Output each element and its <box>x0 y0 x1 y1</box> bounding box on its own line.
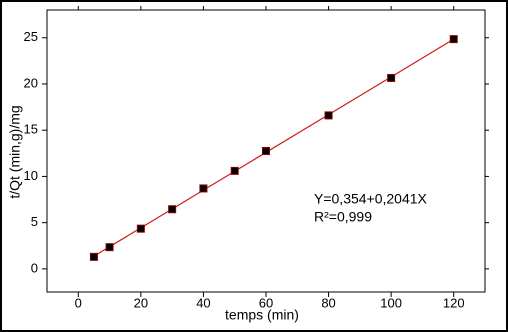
x-tick-label: 20 <box>134 295 148 310</box>
point <box>324 111 333 120</box>
point <box>136 224 145 233</box>
point <box>89 252 98 261</box>
x-tick-label: 120 <box>443 295 465 310</box>
y-tick-label: 20 <box>24 75 38 90</box>
fit-line <box>93 38 455 257</box>
x-tick-label: 80 <box>321 295 335 310</box>
x-tick-label: 60 <box>259 295 273 310</box>
point <box>168 205 177 214</box>
point <box>105 243 114 252</box>
y-tick-label: 10 <box>24 168 38 183</box>
y-tick-label: 25 <box>24 29 38 44</box>
annotation: Y=0,354+0,2041X <box>314 191 428 207</box>
point <box>387 73 396 82</box>
point <box>449 35 458 44</box>
annotation: R²=0,999 <box>314 209 372 225</box>
x-tick-label: 0 <box>75 295 82 310</box>
point <box>199 184 208 193</box>
y-tick-label: 0 <box>31 260 38 275</box>
y-tick-label: 15 <box>24 122 38 137</box>
x-tick-label: 40 <box>196 295 210 310</box>
x-axis-label: temps (min) <box>225 307 299 323</box>
point <box>230 166 239 175</box>
y-axis-label: t/Qt (min,g)/mg <box>7 105 23 198</box>
x-tick-label: 100 <box>380 295 402 310</box>
y-tick-label: 5 <box>31 214 38 229</box>
point <box>262 147 270 155</box>
